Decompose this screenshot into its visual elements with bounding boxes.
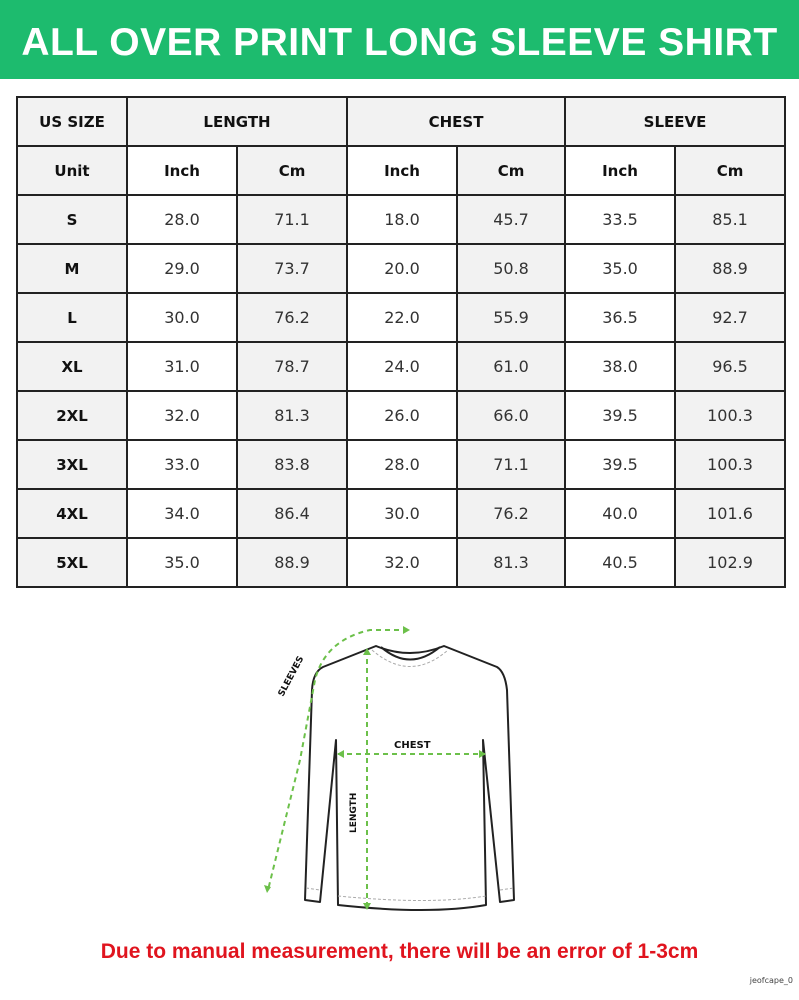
value-cell: 55.9 (456, 292, 567, 343)
table-row: 2XL 32.0 81.3 26.0 66.0 39.5 100.3 (16, 390, 787, 441)
value-cell: 45.7 (456, 194, 567, 245)
value-cell: 73.7 (235, 243, 349, 294)
unit-header-cell: Inch (346, 145, 459, 196)
value-cell: 88.9 (674, 243, 787, 294)
unit-header-cell: Inch (126, 145, 238, 196)
shirt-collar (380, 646, 441, 661)
value-cell: 29.0 (126, 243, 238, 294)
value-cell: 39.5 (564, 439, 677, 490)
value-cell: 30.0 (346, 488, 459, 539)
value-cell: 50.8 (456, 243, 567, 294)
value-cell: 28.0 (346, 439, 459, 490)
size-cell: XL (16, 341, 128, 392)
arrow-head (264, 885, 271, 893)
unit-header-cell: Cm (456, 145, 567, 196)
value-cell: 83.8 (235, 439, 349, 490)
arrow-head (403, 626, 410, 634)
value-cell: 32.0 (346, 537, 459, 588)
value-cell: 100.3 (674, 439, 787, 490)
value-cell: 40.0 (564, 488, 677, 539)
value-cell: 22.0 (346, 292, 459, 343)
value-cell: 33.5 (564, 194, 677, 245)
value-cell: 76.2 (456, 488, 567, 539)
length-label: LENGTH (349, 793, 359, 833)
table-row: M 29.0 73.7 20.0 50.8 35.0 88.9 (16, 243, 787, 294)
value-cell: 36.5 (564, 292, 677, 343)
unit-header-cell: Inch (564, 145, 677, 196)
value-cell: 61.0 (456, 341, 567, 392)
measurement-note: Due to manual measurement, there will be… (100, 940, 699, 963)
size-cell: L (16, 292, 128, 343)
shirt-outline (304, 645, 515, 911)
sleeve-measure-line (267, 629, 408, 891)
arrow-head (363, 648, 371, 655)
chest-label: CHEST (394, 740, 431, 751)
group-header-cell: CHEST (346, 96, 567, 147)
value-cell: 71.1 (456, 439, 567, 490)
group-header-cell: LENGTH (125, 96, 349, 147)
value-cell: 38.0 (564, 341, 677, 392)
value-cell: 30.0 (126, 292, 238, 343)
value-cell: 71.1 (235, 194, 349, 245)
arrow-head (337, 750, 344, 758)
value-cell: 20.0 (346, 243, 459, 294)
table-row: 3XL 33.0 83.8 28.0 71.1 39.5 100.3 (16, 439, 787, 490)
group-header-cell: US SIZE (16, 96, 128, 147)
unit-header-cell: Cm (235, 145, 349, 196)
value-cell: 76.2 (235, 292, 349, 343)
value-cell: 102.9 (674, 537, 787, 588)
unit-row: Unit Inch Cm Inch Cm Inch Cm (16, 145, 787, 196)
value-cell: 81.3 (456, 537, 567, 588)
value-cell: 40.5 (564, 537, 677, 588)
size-cell: 3XL (16, 439, 128, 490)
size-cell: M (16, 243, 128, 294)
value-cell: 35.0 (564, 243, 677, 294)
value-cell: 100.3 (674, 390, 787, 441)
value-cell: 96.5 (674, 341, 787, 392)
value-cell: 24.0 (346, 341, 459, 392)
value-cell: 18.0 (346, 194, 459, 245)
unit-header-cell: Cm (674, 145, 787, 196)
value-cell: 31.0 (126, 341, 238, 392)
value-cell: 88.9 (235, 537, 349, 588)
size-chart-table: US SIZE LENGTH CHEST SLEEVE Unit Inch Cm Inch Cm… (16, 96, 787, 588)
value-cell: 35.0 (126, 537, 238, 588)
arrow-head (479, 750, 486, 758)
watermark: jeofcape_0 (749, 976, 793, 985)
value-cell: 33.0 (126, 439, 238, 490)
value-cell: 86.4 (235, 488, 349, 539)
table-row: 4XL 34.0 86.4 30.0 76.2 40.0 101.6 (16, 488, 787, 539)
size-cell: S (16, 194, 128, 245)
arrow-head (363, 903, 371, 910)
value-cell: 81.3 (235, 390, 349, 441)
value-cell: 101.6 (674, 488, 787, 539)
group-header-row: US SIZE LENGTH CHEST SLEEVE (16, 96, 787, 147)
size-cell: 2XL (16, 390, 128, 441)
table-row: 5XL 35.0 88.9 32.0 81.3 40.5 102.9 (16, 537, 787, 588)
value-cell: 28.0 (126, 194, 238, 245)
title-banner: ALL OVER PRINT LONG SLEEVE SHIRT (0, 0, 799, 79)
value-cell: 85.1 (674, 194, 787, 245)
value-cell: 32.0 (126, 390, 238, 441)
value-cell: 26.0 (346, 390, 459, 441)
value-cell: 66.0 (456, 390, 567, 441)
table-row: S 28.0 71.1 18.0 45.7 33.5 85.1 (16, 194, 787, 245)
value-cell: 39.5 (564, 390, 677, 441)
table-row: L 30.0 76.2 22.0 55.9 36.5 92.7 (16, 292, 787, 343)
table-row: XL 31.0 78.7 24.0 61.0 38.0 96.5 (16, 341, 787, 392)
group-header-cell: SLEEVE (564, 96, 787, 147)
size-cell: 5XL (16, 537, 128, 588)
unit-header-cell: Unit (16, 145, 128, 196)
sleeves-label: SLEEVES (277, 655, 307, 699)
value-cell: 34.0 (126, 488, 238, 539)
size-cell: 4XL (16, 488, 128, 539)
value-cell: 92.7 (674, 292, 787, 343)
value-cell: 78.7 (235, 341, 349, 392)
